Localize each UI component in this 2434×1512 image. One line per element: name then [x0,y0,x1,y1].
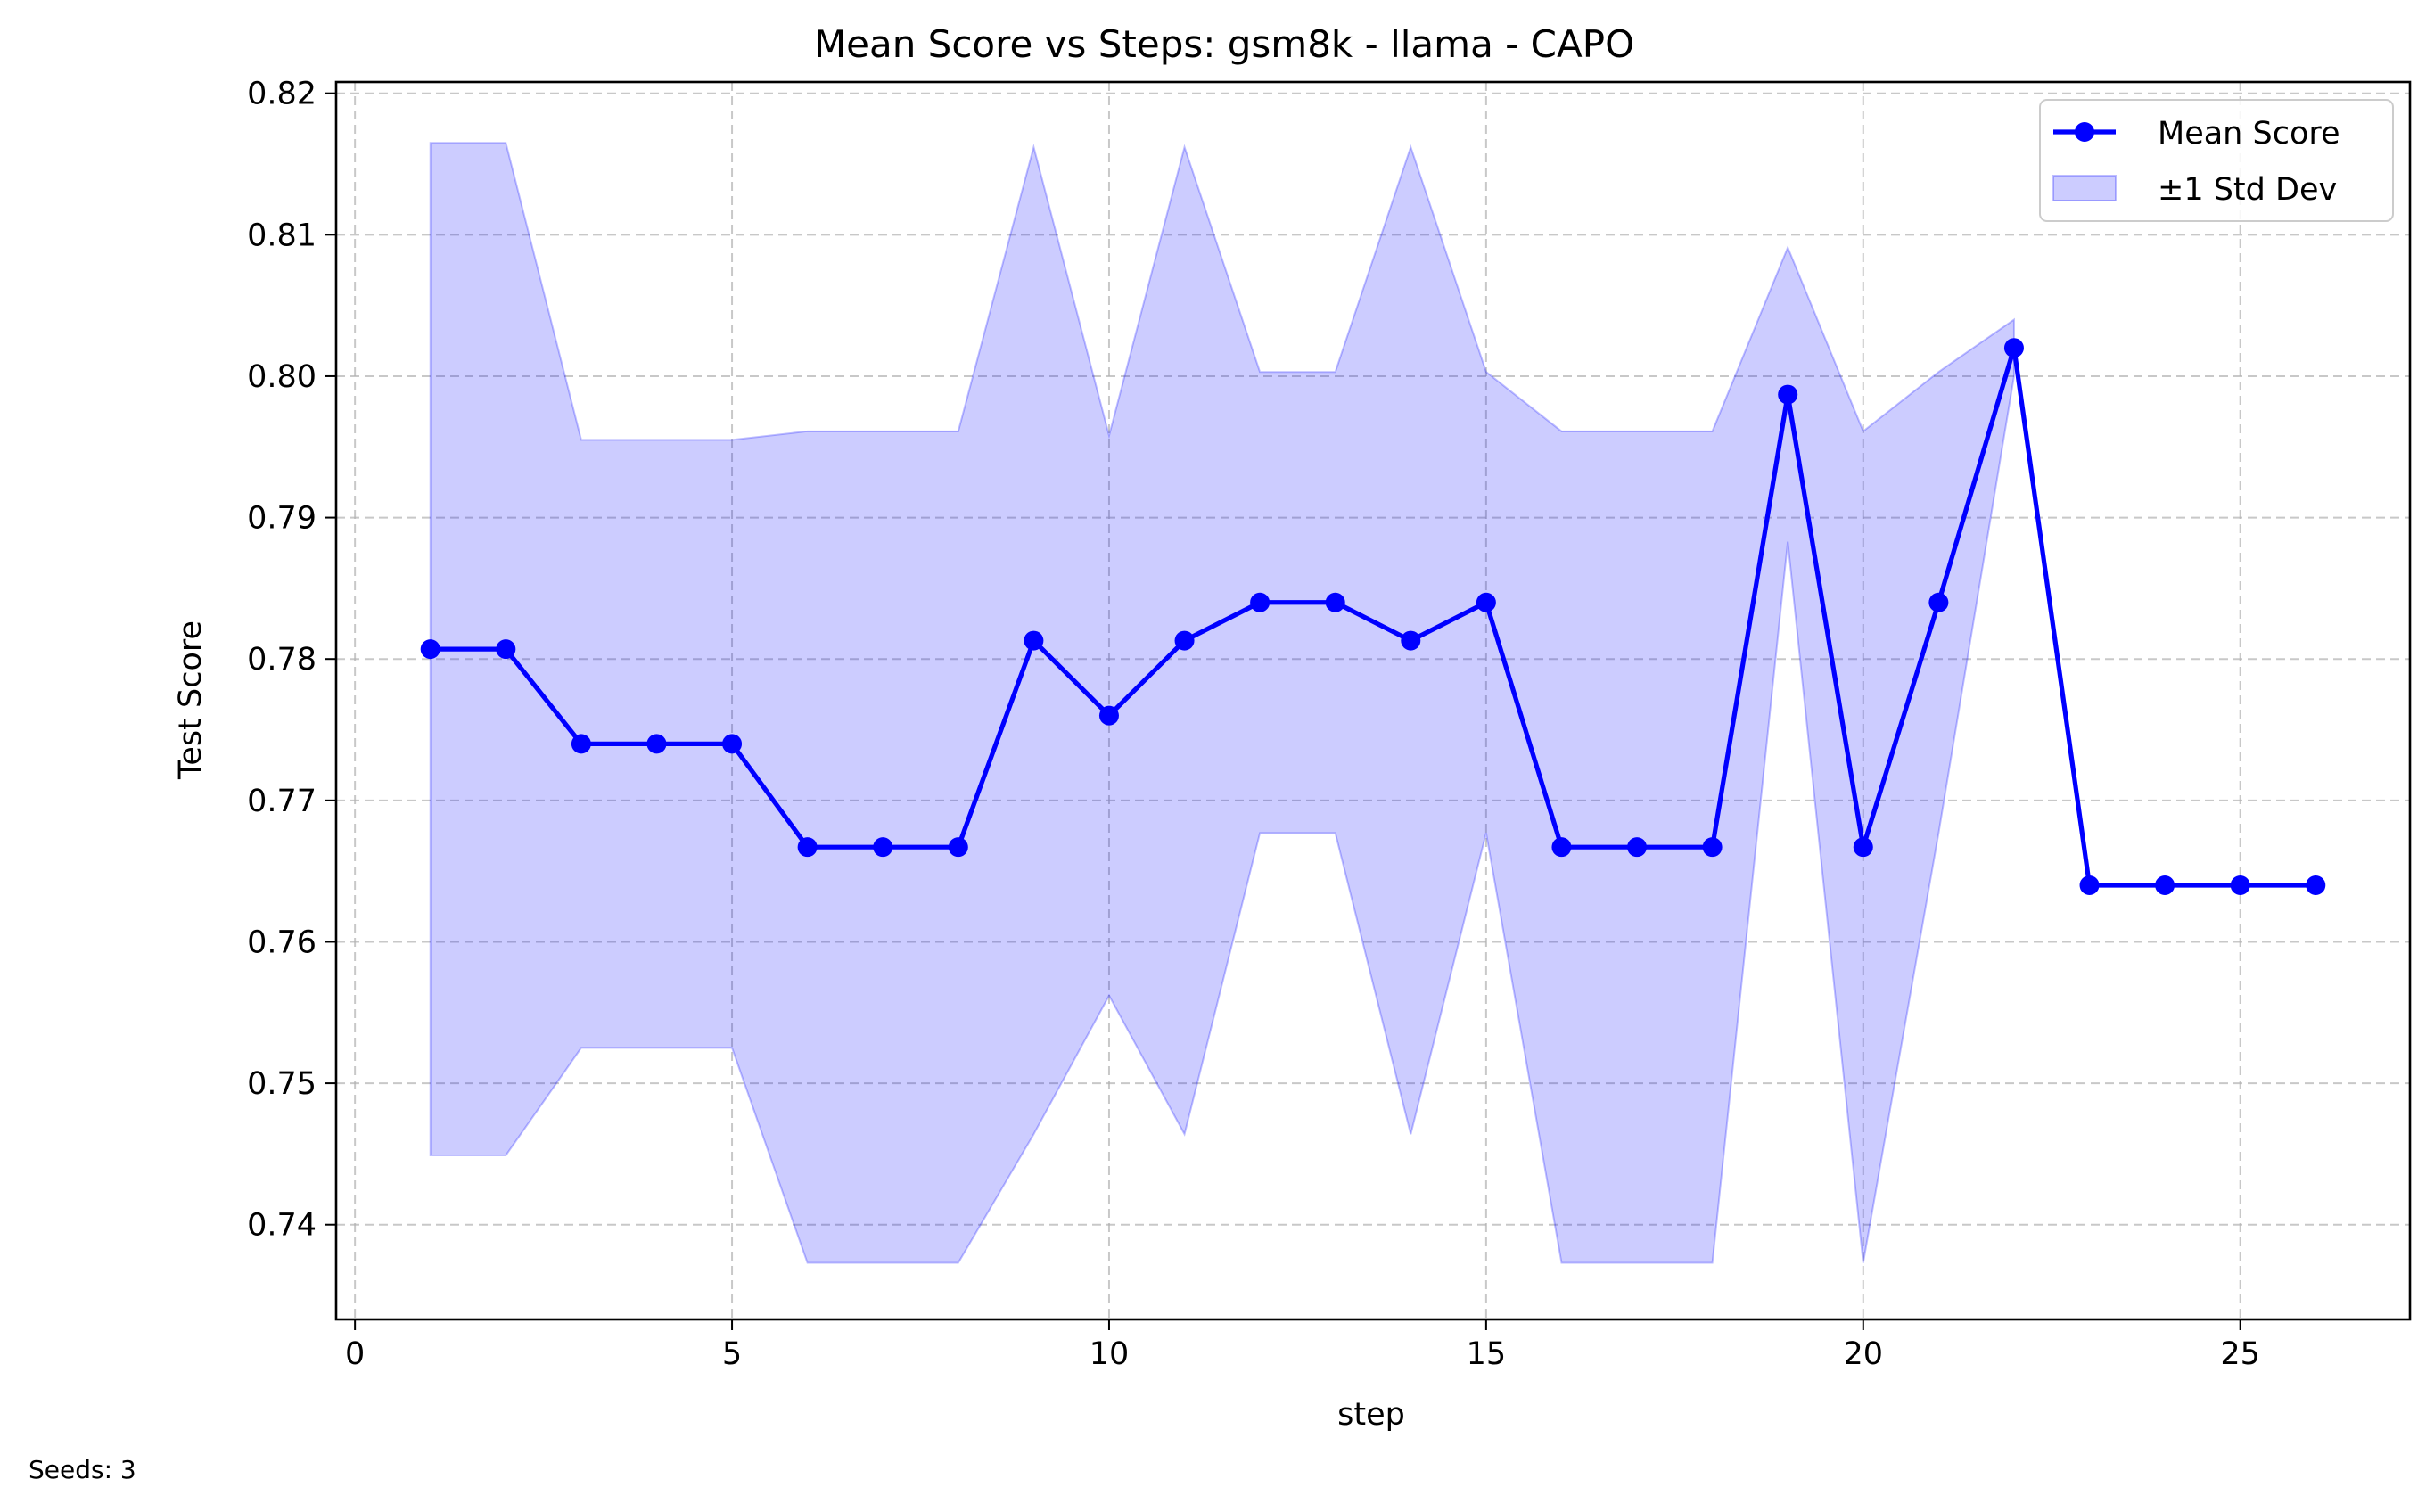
mean-score-line [430,345,2316,888]
ticks-layer: 0 5 10 15 20 25 0.74 0.75 0.76 0.77 0.78 0.79 0.80 0.… [247,77,2260,1372]
y-tick-label: 0.78 [247,642,317,678]
y-tick-label: 0.75 [247,1066,317,1102]
mean-score-point [646,734,667,754]
legend-band-swatch [2052,175,2117,201]
x-tick-label: 20 [1844,1336,1884,1372]
x-tick-label: 5 [722,1336,742,1372]
mean-score-point [2230,875,2250,896]
mean-score-point [2306,875,2326,896]
mean-score-point [722,734,743,754]
legend-point-marker [2075,122,2094,142]
mean-score-point [2155,875,2175,896]
y-tick-label: 0.79 [247,501,317,537]
x-tick-label: 10 [1090,1336,1130,1372]
std-dev-band [429,142,2015,1264]
axes-frame [334,80,2412,1321]
mean-score-point [1098,705,1119,726]
mean-score-point [2003,338,2024,358]
mean-score-point [571,734,591,754]
mean-score-point [1401,630,1421,651]
mean-score-point [2079,875,2100,896]
mean-score-point [1024,630,1044,651]
mean-score-point [1627,837,1648,858]
x-tick-label: 15 [1467,1336,1507,1372]
mean-score-point [1853,837,1873,858]
y-tick-label: 0.74 [247,1208,317,1244]
seeds-footnote: Seeds: 3 [29,1455,136,1484]
mean-score-points-layer [420,338,2326,896]
mean-score-line-layer [430,345,2316,888]
mean-score-point [1928,592,1949,612]
mean-score-point [1325,592,1345,612]
legend-std-dev-label: ±1 Std Dev [2158,172,2337,208]
mean-score-point [1476,592,1496,612]
legend-box [2039,99,2394,222]
mean-score-point [1551,837,1572,858]
mean-score-point [797,837,818,858]
chart-title: Mean Score vs Steps: gsm8k - llama - CAP… [814,22,1634,66]
x-axis-label: step [1337,1397,1405,1433]
x-tick-label: 0 [345,1336,365,1372]
y-tick-label: 0.80 [247,359,317,395]
grid [336,82,2410,1319]
mean-score-point [420,639,440,660]
mean-score-point [1778,384,1798,405]
y-tick-label: 0.81 [247,218,317,253]
legend: Mean Score ±1 Std Dev [2039,99,2394,222]
mean-score-point [948,837,968,858]
mean-score-point [1250,592,1270,612]
mean-score-point [1174,630,1195,651]
mean-score-point [1702,837,1723,858]
mean-score-point [496,639,516,660]
y-axis-label: Test Score [173,620,209,780]
legend-mean-score-label: Mean Score [2158,116,2340,152]
mean-score-point [873,837,893,858]
y-tick-label: 0.77 [247,784,317,819]
std-dev-band-layer [429,142,2015,1264]
y-tick-label: 0.82 [247,77,317,112]
x-tick-label: 25 [2220,1336,2260,1372]
y-tick-label: 0.76 [247,924,317,960]
